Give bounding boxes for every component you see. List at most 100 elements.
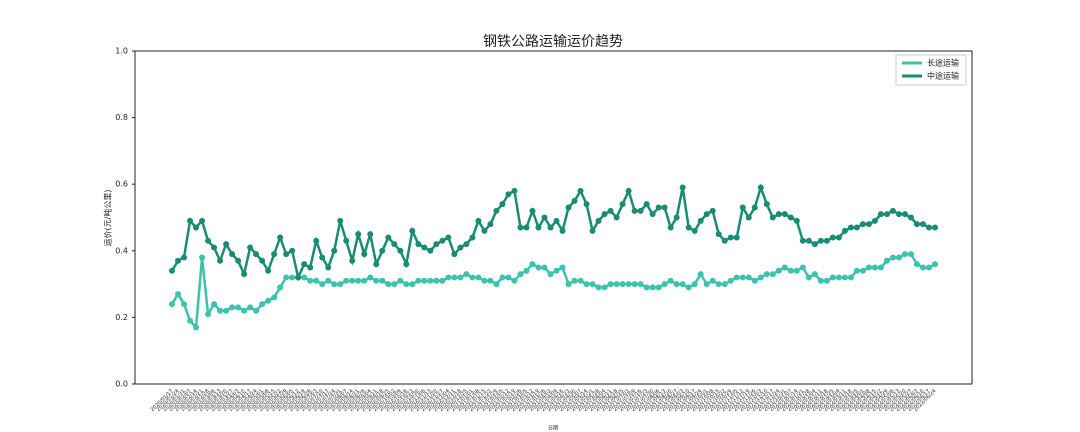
point	[655, 284, 662, 291]
point	[607, 207, 614, 214]
point	[877, 211, 884, 218]
point	[391, 281, 398, 288]
point	[823, 277, 830, 284]
point	[805, 274, 812, 281]
point	[337, 281, 344, 288]
point	[307, 277, 314, 284]
point	[193, 224, 200, 231]
point	[529, 207, 536, 214]
point	[289, 274, 296, 281]
y-tick-label: 0.2	[115, 313, 128, 322]
point	[613, 281, 620, 288]
point	[775, 267, 782, 274]
point	[229, 304, 236, 311]
y-tick-label: 0.4	[115, 246, 128, 255]
point	[541, 264, 548, 271]
point	[901, 211, 908, 218]
point	[625, 187, 632, 194]
point	[403, 261, 410, 268]
point	[427, 277, 434, 284]
point	[343, 237, 350, 244]
plot-frame	[134, 50, 973, 385]
point	[385, 281, 392, 288]
point	[709, 207, 716, 214]
point	[877, 264, 884, 271]
point	[811, 241, 818, 248]
point	[871, 264, 878, 271]
point	[691, 281, 698, 288]
point	[932, 224, 938, 231]
point	[571, 197, 578, 204]
point	[883, 211, 890, 218]
point	[217, 307, 224, 314]
point	[301, 261, 308, 268]
y-tick-label: 0.0	[115, 380, 128, 389]
point	[247, 244, 254, 251]
point	[349, 257, 356, 264]
point	[199, 254, 206, 261]
point	[655, 204, 662, 211]
point	[781, 211, 788, 218]
point	[553, 217, 560, 224]
point	[679, 184, 686, 191]
point	[841, 274, 848, 281]
point	[229, 251, 236, 258]
point	[883, 257, 890, 264]
point	[529, 261, 536, 268]
point	[337, 217, 344, 224]
point	[601, 284, 608, 291]
point	[415, 277, 422, 284]
point	[409, 227, 416, 234]
point	[493, 207, 500, 214]
point	[643, 284, 650, 291]
point	[703, 211, 710, 218]
point	[175, 257, 182, 264]
point	[265, 267, 272, 274]
point	[499, 201, 506, 208]
point	[763, 201, 770, 208]
point	[505, 191, 512, 198]
point	[661, 204, 668, 211]
point	[685, 284, 692, 291]
point	[751, 277, 758, 284]
point	[361, 251, 368, 258]
point	[847, 224, 854, 231]
x-axis-label: 日期	[548, 426, 558, 432]
point	[505, 274, 512, 281]
point	[793, 267, 800, 274]
point	[871, 217, 878, 224]
point	[691, 227, 698, 234]
point	[865, 264, 872, 271]
point	[355, 231, 362, 238]
point	[277, 284, 284, 291]
point	[757, 274, 764, 281]
point	[487, 277, 494, 284]
point	[932, 261, 938, 268]
point	[829, 234, 836, 241]
point	[547, 271, 554, 278]
point	[739, 204, 746, 211]
point	[733, 274, 740, 281]
point	[223, 241, 230, 248]
point	[907, 214, 914, 221]
y-tick-label: 0.8	[115, 113, 128, 122]
point	[265, 297, 272, 304]
point	[211, 301, 218, 308]
point	[463, 271, 470, 278]
point	[673, 214, 680, 221]
point	[271, 294, 278, 301]
point	[487, 221, 494, 228]
point	[493, 281, 500, 288]
point	[403, 281, 410, 288]
point	[739, 274, 746, 281]
y-axis-label: 运价(元/吨公里)	[103, 190, 113, 247]
point	[667, 277, 674, 284]
point	[367, 274, 374, 281]
point	[523, 267, 530, 274]
point	[895, 254, 902, 261]
point	[253, 251, 260, 258]
point	[745, 274, 752, 281]
point	[571, 277, 578, 284]
